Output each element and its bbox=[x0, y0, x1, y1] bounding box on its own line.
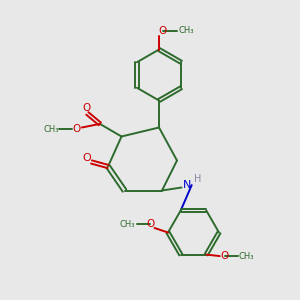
Text: O: O bbox=[146, 219, 154, 230]
Text: CH₃: CH₃ bbox=[238, 252, 254, 261]
Text: O: O bbox=[82, 153, 91, 164]
Text: H: H bbox=[194, 174, 202, 184]
Text: CH₃: CH₃ bbox=[178, 26, 194, 35]
Text: CH₃: CH₃ bbox=[120, 220, 135, 229]
Text: N: N bbox=[182, 180, 191, 190]
Text: O: O bbox=[73, 124, 81, 134]
Text: O: O bbox=[221, 251, 229, 261]
Text: CH₃: CH₃ bbox=[44, 125, 59, 134]
Text: O: O bbox=[159, 26, 167, 36]
Text: O: O bbox=[82, 103, 90, 113]
